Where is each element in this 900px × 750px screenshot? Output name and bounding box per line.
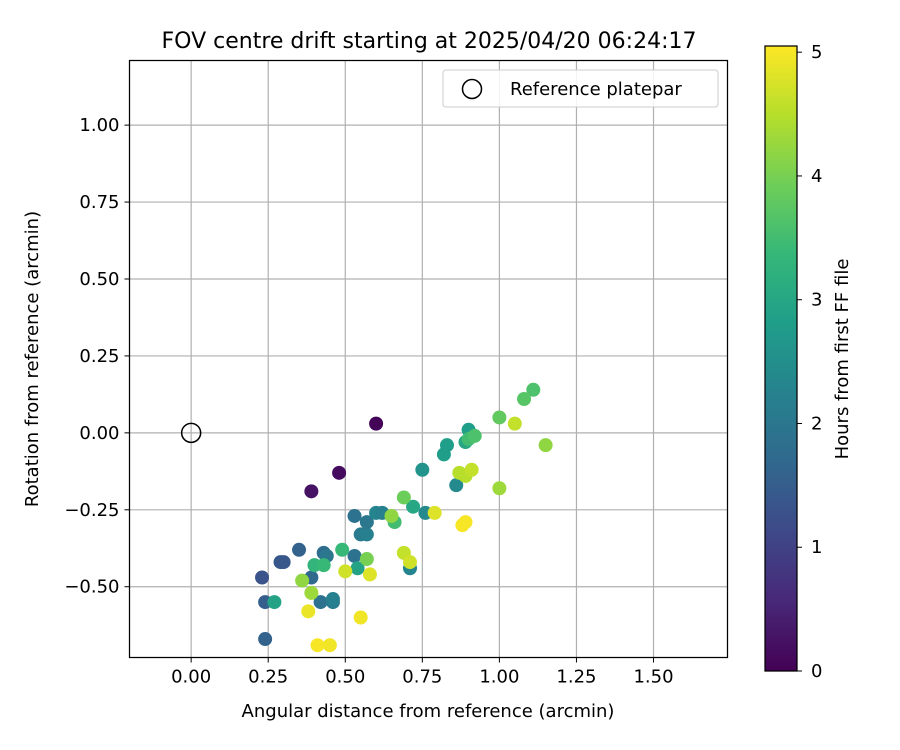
data-point bbox=[332, 465, 347, 480]
y-tick-label: 0.50 bbox=[79, 269, 119, 290]
colorbar: 0 1 2 3 4 5 Hours from first FF file bbox=[764, 42, 853, 682]
data-point bbox=[359, 515, 374, 530]
data-point bbox=[439, 438, 454, 453]
colorbar-ticks: 0 1 2 3 4 5 bbox=[797, 42, 822, 682]
y-tick-label: 0.25 bbox=[79, 346, 119, 367]
data-point bbox=[362, 567, 377, 582]
data-point bbox=[449, 478, 464, 493]
data-point bbox=[406, 499, 421, 514]
data-point bbox=[526, 382, 541, 397]
data-point bbox=[492, 410, 507, 425]
plot-frame bbox=[128, 59, 729, 659]
data-point bbox=[538, 438, 553, 453]
colorbar-label: Hours from first FF file bbox=[832, 259, 853, 460]
data-point bbox=[313, 595, 328, 610]
y-tick-label: 1.00 bbox=[79, 115, 119, 136]
reference-marker-layer bbox=[180, 422, 202, 444]
y-tick-label: 0.00 bbox=[79, 423, 119, 444]
colorbar-tick-label: 0 bbox=[811, 661, 822, 682]
colorbar-tick-label: 1 bbox=[811, 537, 822, 558]
data-point bbox=[517, 392, 532, 407]
x-axis-ticks: 0.00 0.25 0.50 0.75 1.00 1.25 1.50 bbox=[171, 657, 674, 688]
y-axis-label: Rotation from reference (arcmin) bbox=[22, 211, 43, 507]
data-point bbox=[347, 548, 362, 563]
x-axis-label: Angular distance from reference (arcmin) bbox=[242, 701, 615, 722]
data-point bbox=[353, 610, 368, 625]
data-point bbox=[427, 505, 442, 520]
legend: Reference platepar bbox=[442, 69, 719, 108]
data-point bbox=[350, 561, 365, 576]
y-tick-label: −0.50 bbox=[64, 577, 119, 598]
data-point bbox=[369, 416, 384, 431]
data-point bbox=[359, 552, 374, 567]
legend-reference-marker bbox=[461, 78, 483, 100]
data-point bbox=[403, 555, 418, 570]
y-axis-ticks: −0.50 −0.25 0.00 0.25 0.50 0.75 1.00 bbox=[64, 115, 130, 598]
y-tick-label: −0.25 bbox=[64, 500, 119, 521]
data-point bbox=[322, 638, 337, 653]
legend-entry-reference-platepar: Reference platepar bbox=[510, 79, 682, 100]
data-point bbox=[276, 555, 291, 570]
y-tick-label: 0.75 bbox=[79, 192, 119, 213]
data-point bbox=[255, 570, 270, 585]
data-point bbox=[267, 595, 282, 610]
colorbar-tick-label: 2 bbox=[811, 413, 822, 434]
data-point bbox=[359, 527, 374, 542]
colorbar-tick-label: 3 bbox=[811, 290, 822, 311]
data-point bbox=[316, 558, 331, 573]
x-tick-label: 0.75 bbox=[402, 667, 442, 688]
data-point bbox=[507, 416, 522, 431]
data-point bbox=[396, 490, 411, 505]
colorbar-tick-label: 4 bbox=[811, 166, 822, 187]
data-point bbox=[295, 573, 310, 588]
data-point bbox=[304, 585, 319, 600]
x-tick-label: 1.00 bbox=[479, 667, 519, 688]
colorbar-tick-label: 5 bbox=[811, 42, 822, 63]
x-tick-label: 0.00 bbox=[171, 667, 211, 688]
grid-lines bbox=[129, 60, 728, 658]
data-point bbox=[310, 638, 325, 653]
reference-platepar-marker bbox=[180, 422, 202, 444]
x-tick-label: 0.50 bbox=[325, 667, 365, 688]
legend-box bbox=[442, 69, 719, 108]
x-tick-label: 1.50 bbox=[633, 667, 673, 688]
data-point bbox=[338, 564, 353, 579]
data-point bbox=[301, 604, 316, 619]
data-point bbox=[292, 542, 307, 557]
data-point bbox=[415, 462, 430, 477]
data-point bbox=[492, 481, 507, 496]
data-point bbox=[335, 542, 350, 557]
x-tick-label: 0.25 bbox=[248, 667, 288, 688]
data-point bbox=[458, 515, 473, 530]
data-points bbox=[255, 382, 553, 653]
data-point bbox=[384, 508, 399, 523]
data-point bbox=[304, 484, 319, 499]
data-point bbox=[452, 465, 467, 480]
chart-title: FOV centre drift starting at 2025/04/20 … bbox=[162, 29, 697, 54]
data-point bbox=[464, 462, 479, 477]
data-point bbox=[325, 592, 340, 607]
data-point bbox=[347, 508, 362, 523]
x-tick-label: 1.25 bbox=[556, 667, 596, 688]
data-point bbox=[467, 428, 482, 443]
colorbar-gradient bbox=[764, 45, 798, 672]
data-point bbox=[258, 632, 273, 647]
